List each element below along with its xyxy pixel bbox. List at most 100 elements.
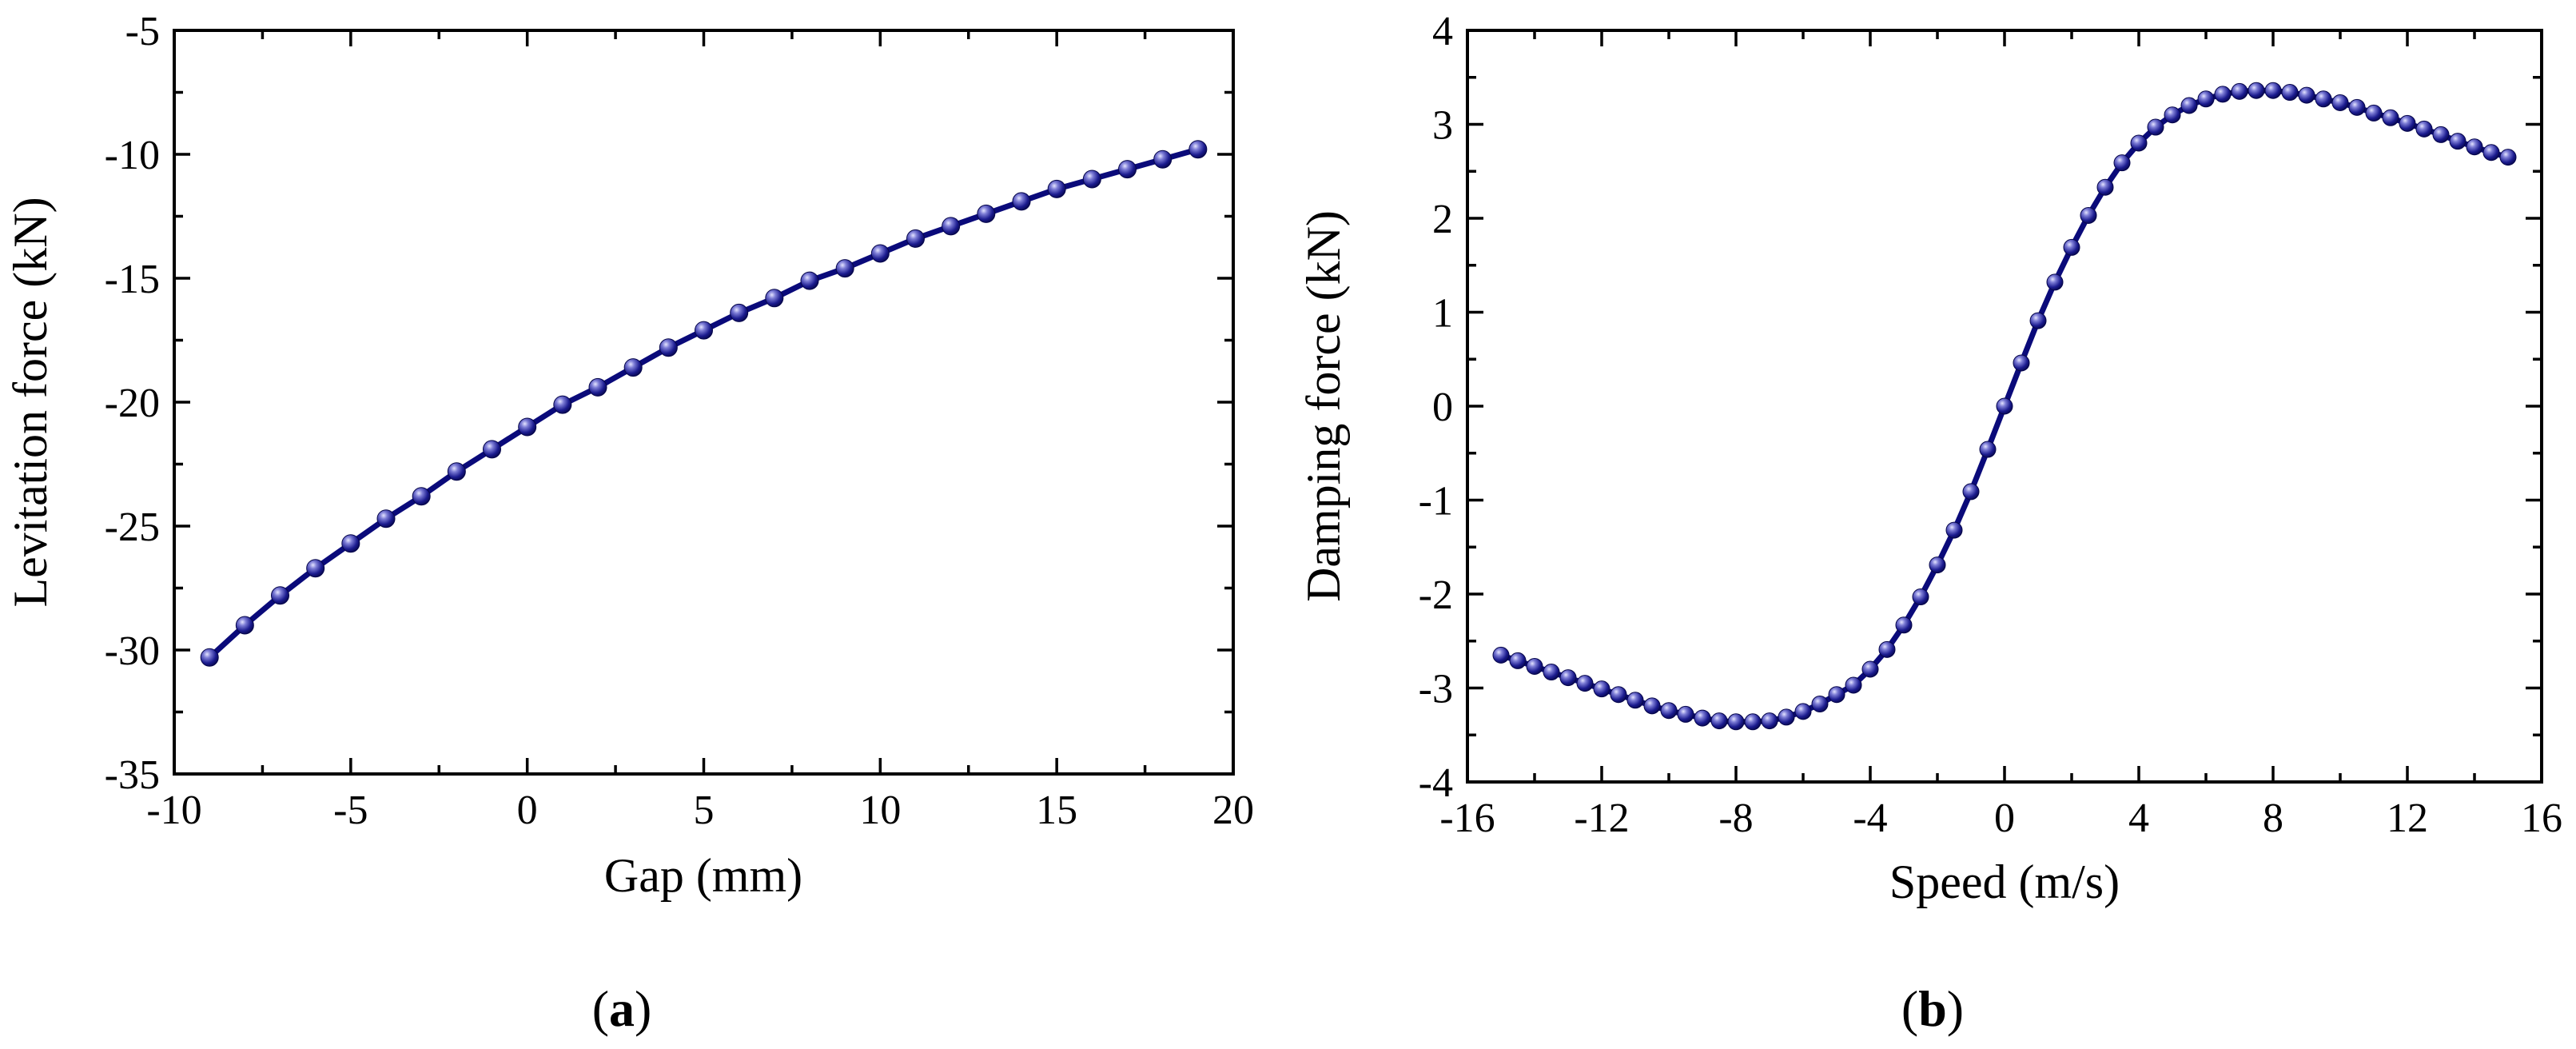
data-point [2264, 82, 2282, 99]
x-tick-label-b: 12 [2387, 796, 2428, 841]
data-point [553, 395, 572, 414]
x-tick-label-a: 15 [1036, 788, 1077, 833]
x-axis-title-a: Gap (mm) [604, 849, 802, 902]
y-tick-labels-b: -4 -3 -2 -1 0 1 2 3 4 [1419, 9, 1453, 806]
data-point [1962, 483, 1980, 501]
y-ticks-a [174, 29, 1233, 776]
data-point [2415, 120, 2433, 138]
x-ticks-a [173, 30, 1235, 774]
data-point [2399, 114, 2416, 132]
series-line-levitation [206, 146, 1201, 660]
y-ticks-b [1467, 29, 2542, 784]
y-tick-label-b: 4 [1432, 9, 1453, 54]
data-point [1643, 697, 1661, 715]
x-tick-label-a: 10 [859, 788, 901, 833]
series-markers-levitation [200, 140, 1208, 667]
data-point [2180, 97, 2198, 114]
x-tick-label-a: -10 [146, 788, 201, 833]
data-point [870, 244, 890, 263]
data-point [1660, 702, 1678, 720]
y-tick-label-a: -35 [105, 752, 160, 798]
data-point [1778, 708, 1795, 726]
x-tick-label-b: 0 [1994, 796, 2015, 841]
data-point [376, 509, 396, 528]
data-point [1744, 713, 1762, 731]
data-point [765, 289, 784, 308]
data-point [1828, 686, 1845, 704]
data-point [1047, 179, 1066, 198]
data-point [2096, 178, 2114, 196]
y-axis-title-a: Levitation force (kN) [4, 197, 57, 607]
data-point [2130, 134, 2148, 152]
data-point [2499, 149, 2517, 166]
data-point [1012, 192, 1031, 211]
data-point [1996, 397, 2013, 415]
x-tick-labels-b: -16 -12 -8 -4 0 4 8 12 16 [1439, 796, 2562, 841]
data-point [483, 440, 501, 459]
data-point [730, 303, 749, 322]
data-point [235, 616, 254, 635]
x-tick-label-a: 0 [517, 788, 538, 833]
data-point [1593, 680, 1610, 698]
data-point [2197, 90, 2215, 108]
data-point [588, 377, 607, 397]
data-point [2013, 354, 2030, 372]
data-point [306, 559, 325, 578]
data-point [906, 229, 925, 248]
data-point [2147, 118, 2164, 136]
data-point [1118, 160, 1137, 179]
x-tick-label-b: -8 [1718, 796, 1753, 841]
data-point [2080, 206, 2097, 224]
x-tick-label-b: -4 [1853, 796, 1887, 841]
panel-label-a: (a) [592, 980, 652, 1037]
y-tick-label-a: -15 [105, 257, 160, 302]
panel-letter-a: a [609, 980, 635, 1037]
y-axis-title-b: Damping force (kN) [1297, 210, 1350, 602]
data-point [2046, 273, 2064, 291]
data-point [2331, 94, 2349, 111]
data-point [1811, 695, 1829, 712]
data-point [2029, 312, 2047, 329]
data-point [2248, 82, 2265, 99]
x-tick-label-b: 8 [2263, 796, 2283, 841]
data-point [2231, 82, 2248, 100]
data-point [1861, 660, 1879, 678]
data-point [659, 338, 678, 357]
data-point [2315, 90, 2332, 108]
x-tick-label-b: -12 [1574, 796, 1629, 841]
data-point [2164, 106, 2181, 124]
y-tick-label-b: 2 [1432, 197, 1453, 242]
y-tick-label-b: 0 [1432, 385, 1453, 430]
data-point [1845, 676, 1862, 694]
data-point [1526, 657, 1543, 675]
data-point [1509, 652, 1527, 669]
y-tick-label-a: -5 [125, 9, 160, 54]
data-point [1929, 556, 1946, 574]
data-point [800, 271, 819, 290]
series-markers-damping [1492, 82, 2517, 731]
data-point [1188, 140, 1208, 159]
y-tick-label-b: 1 [1432, 291, 1453, 337]
data-point [2382, 109, 2399, 126]
y-tick-label-a: -20 [105, 381, 160, 426]
data-point [695, 321, 713, 340]
data-point [2063, 238, 2080, 256]
data-point [1543, 664, 1560, 681]
data-point [1710, 712, 1728, 730]
y-tick-label-b: -3 [1419, 667, 1453, 712]
y-tick-label-b: -2 [1419, 572, 1453, 618]
plot-frame-a [173, 29, 1235, 776]
data-point [2482, 144, 2500, 162]
x-tick-label-a: 20 [1212, 788, 1254, 833]
panel-label-b: (b) [1901, 980, 1964, 1037]
data-point [2214, 86, 2232, 103]
data-point [1626, 692, 1644, 709]
y-tick-label-a: -10 [105, 133, 160, 178]
data-point [1610, 686, 1627, 704]
data-point [623, 358, 643, 377]
y-tick-label-a: -25 [105, 505, 160, 550]
data-point [2432, 126, 2450, 143]
y-tick-label-b: 3 [1432, 103, 1453, 149]
x-tick-label-b: 16 [2521, 796, 2562, 841]
